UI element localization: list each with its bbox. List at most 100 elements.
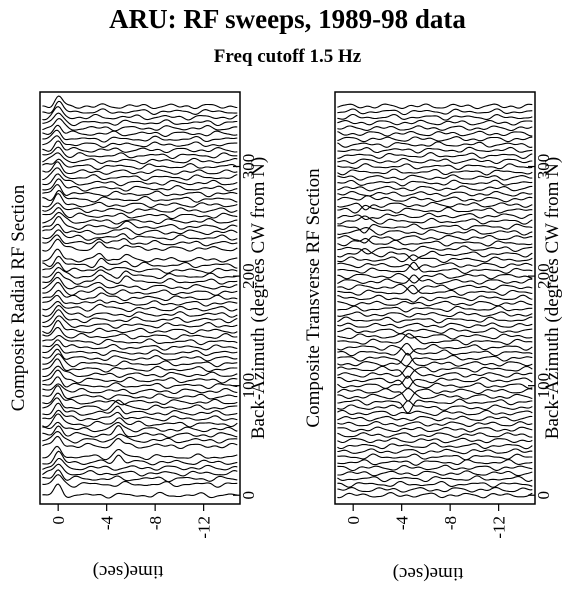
transverse-trace [337,492,533,499]
radial-trace [42,327,238,340]
radial-trace [42,289,238,302]
radial-trace [42,353,238,368]
transverse-trace [337,245,533,255]
radial-trace [42,281,238,296]
transverse-trace [337,322,533,329]
transverse-trace [337,119,533,126]
radial-trace [42,445,238,461]
radial-trace [42,167,238,181]
radial-trace [42,294,238,307]
radial-trace [42,397,238,411]
radial-x-axis-label: time(sec) [93,561,164,582]
transverse-trace [337,254,533,264]
radial-trace [42,315,238,329]
radial-trace [42,450,238,466]
transverse-panel-label: Composite Transverse RF Section [303,168,324,428]
radial-trace [42,431,238,444]
radial-trace [42,202,238,214]
transverse-trace [337,272,533,284]
transverse-trace [337,185,533,192]
radial-trace [42,161,238,175]
radial-trace [42,334,238,346]
radial-trace [42,255,238,269]
radial-trace [42,223,238,236]
transverse-y-tick-label: 200 [534,263,553,289]
transverse-trace [337,262,533,271]
radial-trace [42,234,238,247]
transverse-trace [337,305,533,313]
transverse-trace [337,234,533,244]
transverse-trace [337,480,533,488]
transverse-trace [337,146,533,154]
radial-trace [42,190,238,203]
transverse-trace [337,486,533,493]
transverse-panel: 0 100 200 300 0 -4 -8 -12 Composite Transverse… [303,91,563,584]
radial-panel: 0 100 200 300 0 -4 -8 -12 Composite Radial RF … [8,91,269,582]
radial-trace [42,392,238,406]
radial-trace [42,483,238,499]
transverse-y-axis-label: Back-Azimuth (degrees CW from N) [542,157,563,439]
transverse-trace [337,459,533,466]
radial-trace [42,192,238,208]
radial-trace [42,383,238,395]
transverse-trace [337,179,533,187]
transverse-trace [337,223,533,234]
radial-trace [42,262,238,274]
radial-trace [42,248,238,263]
transverse-x-tick-label: 0 [344,516,363,525]
transverse-trace [337,136,533,143]
radial-trace [42,348,238,362]
radial-panel-label: Composite Radial RF Section [8,184,29,411]
transverse-trace [337,365,533,379]
transverse-trace [337,190,533,197]
transverse-trace [337,237,533,247]
radial-x-tick-label: -8 [146,516,165,530]
transverse-trace [337,470,533,477]
radial-trace [42,339,238,351]
transverse-x-tick-label: -4 [393,516,412,531]
transverse-trace [337,174,533,181]
radial-y-tick-label: 200 [239,263,258,289]
figure-title: ARU: RF sweeps, 1989-98 data [109,4,466,34]
transverse-trace [337,163,533,171]
transverse-trace [337,274,533,285]
radial-trace [42,474,238,488]
transverse-trace [337,333,533,346]
radial-trace [42,319,238,335]
radial-trace [42,271,238,285]
transverse-trace [337,316,533,324]
transverse-trace [337,415,533,422]
radial-trace [42,140,238,154]
transverse-trace [337,215,533,225]
radial-trace [42,402,238,416]
transverse-trace [337,432,533,438]
transverse-trace [337,464,533,472]
transverse-trace [337,300,533,307]
radial-y-tick-label: 100 [239,373,258,399]
radial-trace [42,100,238,115]
radial-trace [42,376,238,390]
transverse-trace [337,342,533,357]
transverse-trace [337,376,533,389]
transverse-trace [337,141,533,148]
transverse-trace [337,284,533,296]
radial-x-tick-label: -12 [195,516,214,539]
transverse-trace [337,103,533,110]
radial-x-ticks: 0 -4 -8 -12 [49,504,214,539]
transverse-trace [337,195,533,203]
radial-trace [42,276,238,291]
transverse-trace [337,437,533,444]
radial-trace [42,124,238,137]
radial-trace [42,358,238,373]
transverse-y-tick-label: 0 [534,491,553,500]
transverse-trace [337,108,533,116]
radial-trace [42,457,238,471]
transverse-plot-frame [334,91,536,505]
transverse-trace [337,352,533,367]
radial-plot-frame [39,91,241,505]
transverse-x-tick-label: -8 [441,516,460,530]
radial-trace [42,106,238,121]
radial-x-tick-label: 0 [49,516,68,525]
radial-trace [42,146,238,160]
